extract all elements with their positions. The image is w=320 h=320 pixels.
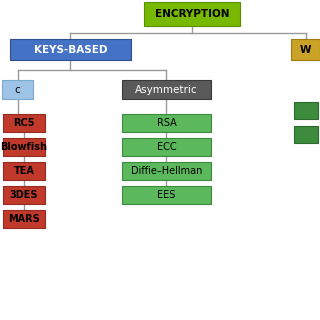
- FancyBboxPatch shape: [3, 138, 45, 156]
- FancyBboxPatch shape: [3, 211, 45, 228]
- Text: 3DES: 3DES: [10, 190, 38, 200]
- FancyBboxPatch shape: [3, 186, 45, 204]
- Text: W: W: [300, 44, 311, 55]
- FancyBboxPatch shape: [144, 3, 240, 26]
- FancyBboxPatch shape: [122, 138, 211, 156]
- Text: RSA: RSA: [156, 118, 176, 128]
- Text: MARS: MARS: [8, 214, 40, 224]
- FancyBboxPatch shape: [294, 125, 317, 143]
- Text: Diffie–Hellman: Diffie–Hellman: [131, 166, 202, 176]
- Text: RC5: RC5: [13, 118, 35, 128]
- Text: c: c: [15, 84, 20, 95]
- FancyBboxPatch shape: [291, 39, 320, 60]
- FancyBboxPatch shape: [122, 163, 211, 180]
- FancyBboxPatch shape: [10, 39, 131, 60]
- FancyBboxPatch shape: [3, 163, 45, 180]
- FancyBboxPatch shape: [3, 80, 33, 99]
- FancyBboxPatch shape: [122, 114, 211, 132]
- FancyBboxPatch shape: [122, 186, 211, 204]
- Text: ECC: ECC: [156, 142, 176, 152]
- FancyBboxPatch shape: [3, 114, 45, 132]
- FancyBboxPatch shape: [122, 80, 211, 99]
- Text: KEYS-BASED: KEYS-BASED: [34, 44, 107, 55]
- Text: Asymmetric: Asymmetric: [135, 84, 198, 95]
- Text: Blowfish: Blowfish: [1, 142, 47, 152]
- Text: ENCRYPTION: ENCRYPTION: [155, 9, 229, 20]
- Text: TEA: TEA: [13, 166, 35, 176]
- FancyBboxPatch shape: [294, 101, 317, 119]
- Text: EES: EES: [157, 190, 176, 200]
